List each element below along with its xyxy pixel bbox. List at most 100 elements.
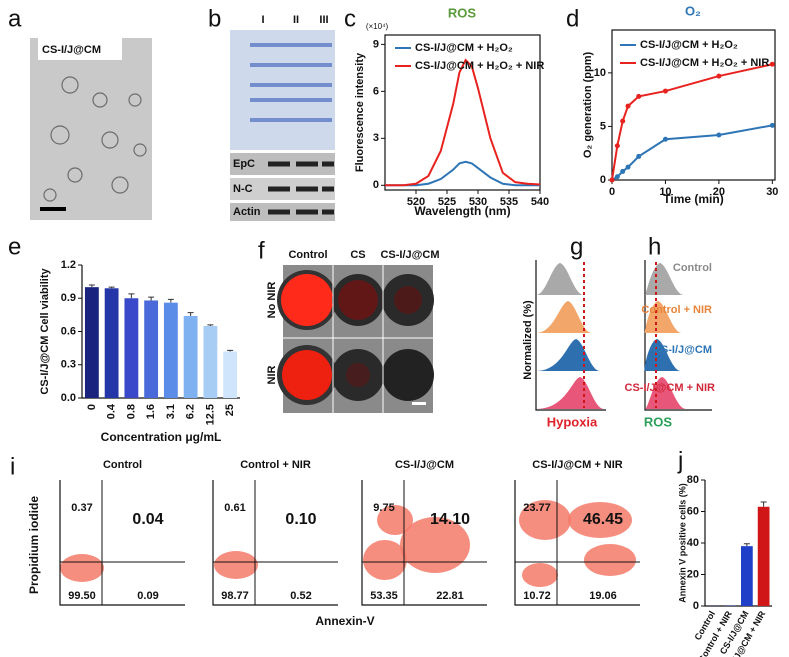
cell-cloud bbox=[60, 554, 104, 582]
y-tick-label: 0.3 bbox=[61, 359, 76, 371]
quadrant-value: 0.37 bbox=[71, 502, 92, 514]
legend-label: CS-I/J@CM + H₂O₂ + NIR bbox=[640, 57, 769, 69]
marker bbox=[769, 122, 775, 128]
panel-letter: g bbox=[570, 233, 583, 260]
label-box bbox=[38, 38, 122, 60]
panel-letter: d bbox=[566, 5, 579, 32]
y-axis-label: Fluorescence intensity bbox=[354, 52, 366, 172]
x-tick-label: 540 bbox=[531, 196, 549, 208]
cell-cloud bbox=[400, 517, 470, 573]
marker bbox=[662, 88, 668, 94]
axis bbox=[514, 480, 640, 606]
error-bar bbox=[760, 501, 767, 507]
bar bbox=[757, 506, 770, 606]
plot-title: CS-I/J@CM + NIR bbox=[532, 459, 623, 471]
group-label: Control bbox=[673, 262, 712, 274]
marker bbox=[614, 174, 620, 180]
histograms bbox=[535, 260, 712, 411]
marker bbox=[625, 164, 631, 170]
x-axis-label: Time (min) bbox=[663, 192, 723, 206]
group-label: CS-I/J@CM bbox=[653, 344, 712, 356]
x-tick-label: 12.5 bbox=[204, 404, 216, 425]
cell-cloud bbox=[568, 502, 632, 538]
histogram bbox=[536, 263, 584, 295]
x-axis-label: ROS bbox=[644, 414, 673, 429]
bar bbox=[223, 351, 238, 398]
y-axis-label: Normalized (%) bbox=[522, 300, 534, 380]
error-bar bbox=[167, 298, 174, 303]
x-tick-label: 30 bbox=[766, 186, 778, 198]
tem-image bbox=[30, 38, 152, 220]
quadrant-value: 19.06 bbox=[589, 590, 617, 602]
plot-title: Control + NIR bbox=[240, 459, 311, 471]
bar bbox=[84, 287, 99, 398]
x-tick-label: 0 bbox=[609, 186, 615, 198]
marker bbox=[625, 103, 631, 109]
quadrant-value: 98.77 bbox=[221, 590, 249, 602]
panel-letter: c bbox=[344, 5, 356, 32]
quadrant-value: 53.35 bbox=[370, 590, 398, 602]
y-tick-label: 40 bbox=[687, 537, 699, 549]
error-bar bbox=[148, 296, 155, 301]
series-line bbox=[611, 124, 773, 181]
error-bar bbox=[108, 286, 115, 289]
x-axis-label: Wavelength (nm) bbox=[414, 204, 510, 218]
axis bbox=[361, 480, 487, 606]
y-tick-label: 0 bbox=[373, 179, 379, 191]
histogram bbox=[536, 377, 604, 409]
y-tick-label: 5 bbox=[600, 120, 606, 132]
marker bbox=[620, 118, 626, 124]
marker bbox=[716, 73, 722, 79]
scale-bar bbox=[40, 207, 66, 211]
quadrant-value: 23.77 bbox=[523, 502, 551, 514]
y-axis-label: Annexin V positive cells (%) bbox=[677, 483, 687, 603]
x-tick-label: 20 bbox=[713, 186, 725, 198]
axis bbox=[212, 480, 338, 606]
x-tick-label: 525 bbox=[438, 196, 456, 208]
legend-label: CS-I/J@CM + H₂O₂ bbox=[640, 39, 738, 51]
quadrant-value: 0.04 bbox=[132, 511, 163, 528]
axis bbox=[59, 480, 185, 606]
legend-label: CS-I/J@CM + H₂O₂ + NIR bbox=[415, 60, 544, 72]
lane-label: III bbox=[319, 14, 328, 26]
panel-letter: a bbox=[8, 5, 22, 32]
marker bbox=[636, 153, 642, 159]
series-line bbox=[385, 58, 541, 187]
x-tick-label: 3.1 bbox=[165, 404, 177, 419]
y-tick-label: 60 bbox=[687, 505, 699, 517]
x-axis-label: Concentration μg/mL bbox=[101, 430, 222, 444]
marker bbox=[609, 177, 615, 183]
cell-cloud bbox=[519, 500, 571, 540]
marker bbox=[614, 143, 620, 149]
marker bbox=[769, 61, 775, 67]
y-tick-label: 0.0 bbox=[61, 392, 76, 404]
x-axis-label: Annexin-V bbox=[315, 614, 374, 628]
image-label: CS-I/J@CM bbox=[42, 44, 101, 56]
y-tick-label: 9 bbox=[373, 38, 379, 50]
y-axis-label: Propidium iodide bbox=[27, 496, 41, 594]
gel-bands bbox=[250, 43, 332, 122]
plot-title: Control bbox=[103, 459, 142, 471]
panel-letter: i bbox=[10, 453, 15, 480]
y-tick-label: 1.2 bbox=[61, 259, 76, 271]
y-tick-label: 80 bbox=[687, 474, 699, 486]
spheroid-images bbox=[277, 265, 434, 413]
chart-title: O₂ bbox=[685, 3, 701, 18]
x-tick-label: 1.6 bbox=[145, 404, 157, 419]
cell-cloud bbox=[584, 544, 636, 576]
x-tick-label: 0.4 bbox=[106, 403, 118, 419]
quadrant-value: 99.50 bbox=[68, 590, 96, 602]
panel-letter: b bbox=[208, 5, 221, 32]
error-bar bbox=[187, 312, 194, 316]
chart-title: ROS bbox=[448, 5, 477, 20]
y-tick-label: 3 bbox=[373, 132, 379, 144]
error-bar bbox=[207, 324, 214, 326]
x-tick-label: 535 bbox=[500, 196, 518, 208]
quadrant-value: 0.10 bbox=[285, 511, 316, 528]
row-label: N-C bbox=[233, 183, 253, 195]
bar bbox=[203, 325, 218, 398]
y-tick-label: 0 bbox=[600, 174, 606, 186]
y-tick-label: 0 bbox=[693, 600, 699, 612]
row-label: NIR bbox=[266, 365, 278, 384]
column-label: CS-I/J@CM bbox=[380, 249, 439, 261]
